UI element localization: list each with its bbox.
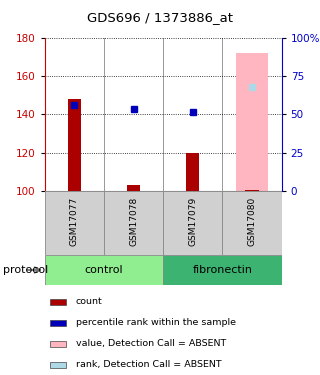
Bar — [163, 191, 222, 255]
Bar — [68, 99, 81, 191]
Bar — [222, 191, 282, 255]
Bar — [127, 186, 140, 191]
Text: GSM17079: GSM17079 — [188, 197, 197, 246]
Text: percentile rank within the sample: percentile rank within the sample — [76, 318, 236, 327]
Text: GSM17078: GSM17078 — [129, 197, 138, 246]
Bar — [186, 153, 199, 191]
Bar — [50, 341, 66, 347]
Bar — [50, 362, 66, 368]
Bar — [245, 190, 259, 191]
Bar — [50, 320, 66, 326]
Text: fibronectin: fibronectin — [192, 265, 252, 275]
Bar — [50, 299, 66, 305]
Bar — [104, 191, 163, 255]
Text: control: control — [85, 265, 123, 275]
Text: protocol: protocol — [3, 265, 48, 275]
Text: GSM17077: GSM17077 — [70, 197, 79, 246]
Bar — [163, 255, 282, 285]
Text: GSM17080: GSM17080 — [247, 197, 257, 246]
Text: rank, Detection Call = ABSENT: rank, Detection Call = ABSENT — [76, 360, 221, 369]
Text: value, Detection Call = ABSENT: value, Detection Call = ABSENT — [76, 339, 226, 348]
Bar — [236, 53, 268, 191]
Bar — [45, 191, 104, 255]
Text: GDS696 / 1373886_at: GDS696 / 1373886_at — [87, 11, 233, 24]
Bar — [45, 255, 163, 285]
Text: count: count — [76, 297, 102, 306]
